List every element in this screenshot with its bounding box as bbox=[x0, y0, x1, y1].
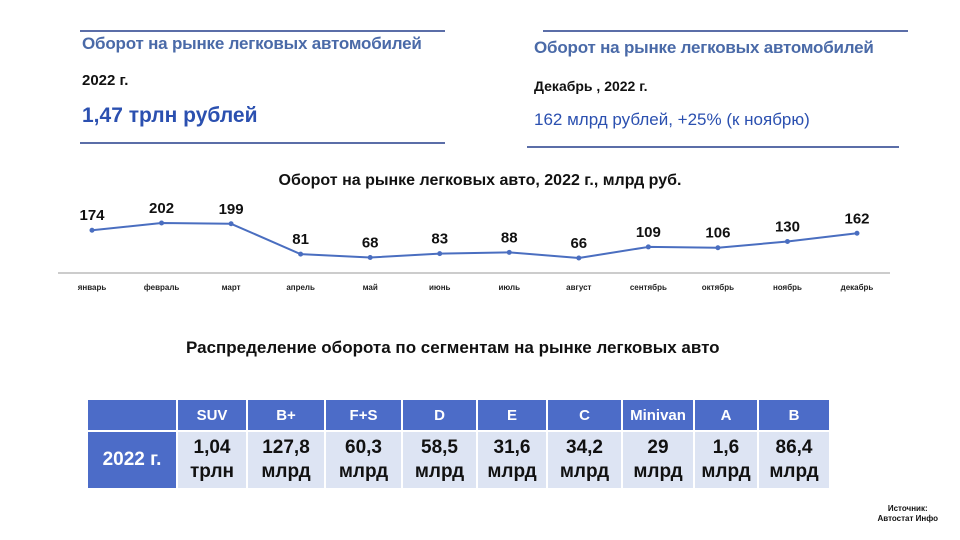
value-num: 1,6 bbox=[712, 437, 740, 458]
x-tick-label: февраль bbox=[144, 283, 180, 292]
data-point bbox=[576, 255, 582, 261]
data-label: 68 bbox=[362, 234, 379, 251]
segment-value-cell: 58,5 млрд bbox=[403, 432, 476, 488]
value-num: 1,04 bbox=[193, 437, 231, 458]
value-unit: млрд bbox=[769, 461, 819, 482]
x-tick-label: май bbox=[363, 283, 378, 292]
value-unit: млрд bbox=[633, 461, 683, 482]
card-value: 162 млрд рублей, +25% (к ноябрю) bbox=[534, 110, 810, 129]
x-tick-label: август bbox=[566, 283, 591, 292]
segment-header: F+S bbox=[326, 400, 401, 430]
x-tick-label: ноябрь bbox=[773, 283, 802, 292]
segments-table: SUV B+ F+S D E C Minivan A B 2022 г. 1,0… bbox=[86, 398, 831, 490]
x-tick-label: март bbox=[222, 283, 241, 292]
value-unit: млрд bbox=[338, 461, 389, 482]
data-label: 83 bbox=[431, 231, 448, 248]
x-tick-label: октябрь bbox=[702, 283, 734, 292]
value-unit: млрд bbox=[414, 461, 465, 482]
source-name: Автостат Инфо bbox=[877, 514, 938, 523]
x-tick-label: апрель bbox=[286, 283, 315, 292]
card-period: 2022 г. bbox=[82, 72, 129, 89]
data-label: 162 bbox=[844, 210, 869, 227]
segment-header: Minivan bbox=[623, 400, 693, 430]
chart-title: Оборот на рынке легковых авто, 2022 г., … bbox=[278, 172, 682, 189]
data-label: 106 bbox=[705, 225, 730, 242]
segment-value-cell: 60,3 млрд bbox=[326, 432, 401, 488]
data-point bbox=[715, 245, 721, 251]
card-period: Декабрь , 2022 г. bbox=[534, 78, 648, 94]
segment-value-cell: 1,6 млрд bbox=[695, 432, 757, 488]
x-tick-label: декабрь bbox=[841, 283, 874, 292]
segment-header: E bbox=[478, 400, 546, 430]
segment-value-cell: 31,6 млрд bbox=[478, 432, 546, 488]
card-top-rule bbox=[80, 30, 445, 32]
value-num: 60,3 bbox=[345, 437, 382, 458]
year-cell: 2022 г. bbox=[88, 432, 176, 488]
segment-header: B+ bbox=[248, 400, 324, 430]
card-bottom-rule bbox=[80, 142, 445, 144]
segment-value-cell: 29 млрд bbox=[623, 432, 693, 488]
segment-header: C bbox=[548, 400, 621, 430]
card-value: 1,47 трлн рублей bbox=[82, 104, 258, 127]
value-unit: млрд bbox=[701, 461, 751, 482]
data-point bbox=[228, 221, 234, 227]
value-num: 127,8 bbox=[262, 437, 310, 458]
header-corner-cell bbox=[88, 400, 176, 430]
data-point bbox=[437, 251, 443, 257]
segments-header-row: SUV B+ F+S D E C Minivan A B bbox=[88, 400, 829, 430]
x-tick-label: январь bbox=[78, 283, 107, 292]
x-tick-label: июнь bbox=[429, 283, 451, 292]
segment-header: D bbox=[403, 400, 476, 430]
value-num: 58,5 bbox=[421, 437, 458, 458]
data-point bbox=[506, 249, 512, 255]
segments-value-row: 2022 г. 1,04 трлн 127,8 млрд 60,3 млрд 58,5… bbox=[88, 432, 829, 488]
segments-title: Распределение оборота по сегментам на ры… bbox=[186, 338, 720, 357]
data-label: 202 bbox=[149, 200, 174, 217]
segment-value-cell: 34,2 млрд bbox=[548, 432, 621, 488]
source-note: Источник: Автостат Инфо bbox=[877, 504, 938, 524]
value-num: 29 bbox=[647, 437, 669, 458]
source-label: Источник: bbox=[887, 504, 928, 513]
value-unit: млрд bbox=[487, 461, 537, 482]
value-unit: трлн bbox=[190, 461, 234, 482]
data-label: 174 bbox=[79, 207, 105, 224]
data-label: 199 bbox=[219, 201, 244, 218]
card-title: Оборот на рынке легковых автомобилей bbox=[82, 34, 422, 53]
segment-header: SUV bbox=[178, 400, 246, 430]
data-label: 109 bbox=[636, 224, 661, 241]
data-label: 130 bbox=[775, 219, 800, 236]
x-tick-label: июль bbox=[498, 283, 520, 292]
card-title: Оборот на рынке легковых автомобилей bbox=[534, 38, 874, 57]
segment-header: B bbox=[759, 400, 829, 430]
data-point bbox=[89, 227, 95, 233]
card-bottom-rule bbox=[527, 146, 899, 148]
data-point bbox=[784, 239, 790, 245]
turnover-line-chart: 174 январь 202 февраль 199 март 81 апрель 68 май 8… bbox=[58, 200, 890, 292]
value-unit: млрд bbox=[261, 461, 311, 482]
data-point bbox=[298, 251, 304, 257]
data-point bbox=[645, 244, 651, 250]
card-top-rule bbox=[543, 30, 908, 32]
data-label: 81 bbox=[292, 231, 309, 248]
value-num: 86,4 bbox=[775, 437, 813, 458]
data-label: 66 bbox=[570, 235, 587, 252]
segment-value-cell: 86,4 млрд bbox=[759, 432, 829, 488]
x-tick-label: сентябрь bbox=[630, 283, 667, 292]
data-point bbox=[367, 254, 373, 260]
data-point bbox=[159, 220, 165, 226]
series-line bbox=[91, 222, 858, 259]
value-unit: млрд bbox=[559, 461, 610, 482]
segment-header: A bbox=[695, 400, 757, 430]
segment-value-cell: 127,8 млрд bbox=[248, 432, 324, 488]
data-point bbox=[854, 230, 860, 236]
value-num: 31,6 bbox=[493, 437, 531, 458]
data-label: 88 bbox=[501, 229, 518, 246]
value-num: 34,2 bbox=[566, 437, 603, 458]
segment-value-cell: 1,04 трлн bbox=[178, 432, 246, 488]
